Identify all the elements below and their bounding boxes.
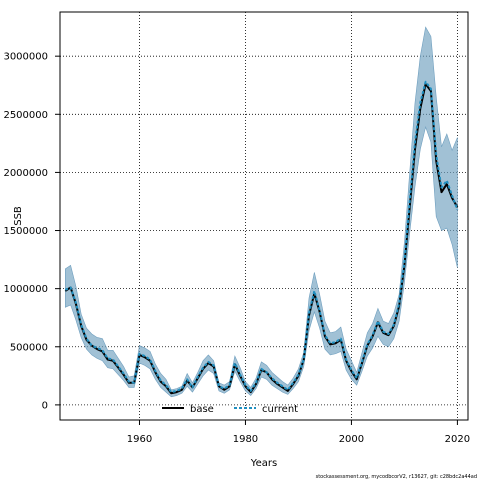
confidence-band — [65, 26, 458, 398]
x-tick-label-2020: 2020 — [445, 434, 470, 445]
footnote: stockassessment.org, mycodbcorV2, r13627… — [316, 474, 477, 480]
legend: base current — [162, 404, 298, 415]
x-axis-title: Years — [250, 458, 277, 469]
y-tick-label-2500000: 2500000 — [3, 110, 48, 121]
y-tick-label-1000000: 1000000 — [3, 284, 48, 295]
legend-current-label: current — [262, 404, 298, 415]
legend-base-label: base — [190, 404, 214, 415]
x-tick-label-1980: 1980 — [233, 434, 258, 445]
series-line-current — [64, 80, 459, 394]
x-tick-label-2000: 2000 — [339, 434, 364, 445]
y-tick-label-500000: 500000 — [10, 342, 48, 353]
axis-ticks: 1960 1980 2000 2020 0 500000 1000000 1500000 200… — [3, 52, 470, 445]
y-tick-label-3000000: 3000000 — [3, 52, 48, 63]
y-tick-label-1500000: 1500000 — [3, 226, 48, 237]
series-layer — [64, 80, 459, 395]
y-tick-label-2000000: 2000000 — [3, 168, 48, 179]
y-axis-title: SSB — [13, 206, 24, 226]
x-tick-label-1960: 1960 — [127, 434, 152, 445]
confidence-band-layer — [65, 26, 458, 398]
plot-frame — [59, 11, 469, 421]
y-tick-label-0: 0 — [42, 400, 48, 411]
